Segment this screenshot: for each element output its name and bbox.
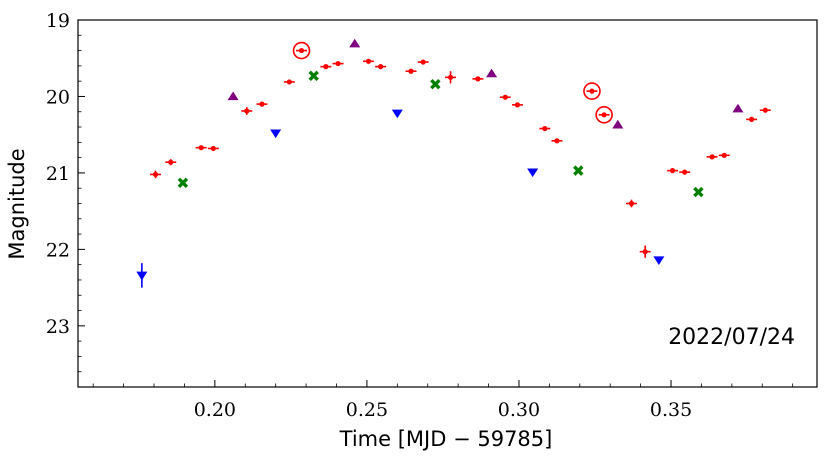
red-point [447,74,454,80]
x-axis-label: Time [MJD − 59785] [339,427,553,451]
purple-point [612,119,624,129]
red-point [554,138,560,144]
red-point [365,58,372,64]
x-tick-label: 0.25 [346,399,388,421]
red-point [709,154,715,160]
red-point [168,159,174,165]
red-point [377,64,384,70]
green-point [430,79,441,90]
green-point-stroke [177,177,189,189]
highlight-circle [595,106,613,124]
x-tick-label: 0.35 [650,399,692,421]
y-tick-label: 23 [46,316,70,338]
red-point [514,102,521,108]
red-point [762,107,768,113]
red-point [259,101,265,107]
red-point [286,79,292,85]
purple-point [486,68,498,78]
red-point [589,88,595,94]
green-point [693,186,704,198]
highlight-circle [292,41,311,60]
green-point-stroke [430,79,441,90]
x-tick-label: 0.30 [498,399,540,421]
y-tick-label: 19 [46,10,70,32]
red-point [210,145,216,152]
y-axis-label: Magnitude [5,148,29,259]
red-point [420,59,426,65]
y-tick-label: 22 [46,239,70,261]
highlight-circle [583,82,601,100]
blue-point [391,109,403,119]
blue-point [527,168,539,178]
red-point [642,249,648,255]
red-point [502,94,508,100]
green-point-stroke [308,70,319,82]
red-point [198,145,204,151]
red-point [669,168,676,174]
blue-point [270,129,282,139]
green-point [177,177,189,189]
red-point [749,116,755,122]
y-tick-label: 21 [46,163,70,185]
green-point [573,165,584,176]
purple-point [732,103,744,113]
green-point-stroke [693,186,704,198]
blue-point [653,256,665,266]
red-point [244,108,250,114]
purple-point [349,38,361,48]
red-point [323,64,329,70]
red-point [152,171,159,178]
green-point [308,70,319,82]
red-point [628,200,635,207]
red-point [408,68,414,74]
axis-ticks: 0.20 0.25 0.30 0.35 19 20 21 22 23 [46,10,794,421]
red-point [721,152,727,158]
red-point [601,112,607,118]
date-annotation: 2022/07/24 [668,325,795,350]
y-tick-label: 20 [46,86,70,108]
blue-point [136,271,148,281]
purple-point [227,91,239,101]
red-point [298,47,305,54]
red-point [682,169,688,175]
x-tick-label: 0.20 [194,399,236,421]
red-point [475,76,481,82]
red-point [542,125,548,132]
red-point [335,60,341,67]
green-point-stroke [573,165,584,176]
data-marks [136,38,771,288]
